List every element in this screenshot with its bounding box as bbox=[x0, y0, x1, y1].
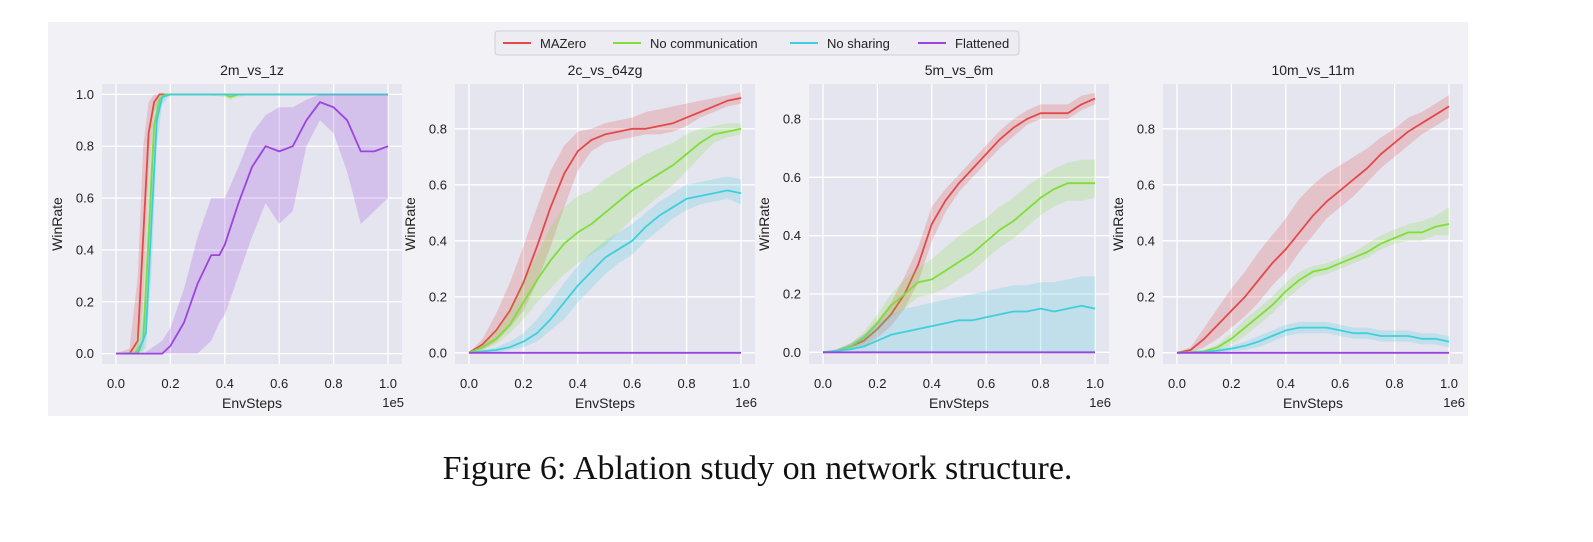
y-tick-label: 1.0 bbox=[76, 87, 94, 102]
x-tick-label: 1.0 bbox=[1086, 376, 1104, 391]
x-tick-label: 1.0 bbox=[379, 376, 397, 391]
x-tick-label: 0.4 bbox=[569, 376, 587, 391]
y-tick-label: 0.2 bbox=[1137, 289, 1155, 304]
y-tick-label: 0.4 bbox=[1137, 233, 1155, 248]
x-tick-label: 0.8 bbox=[1032, 376, 1050, 391]
legend-box bbox=[494, 30, 1020, 56]
y-tick-label: 0.4 bbox=[429, 233, 447, 248]
series-line bbox=[468, 97, 742, 354]
chart-panel-1: 0.0 0.2 0.4 0.6 0.8 1.0 0.0 0.2 0.4 0.6 0.8 1.0 2m_v… bbox=[49, 62, 404, 411]
series-line bbox=[116, 93, 388, 355]
y-tick-label: 0.6 bbox=[1137, 177, 1155, 192]
y-tick-label: 0.4 bbox=[783, 228, 801, 243]
series-line bbox=[1176, 326, 1450, 354]
chart-panel-2: 0.0 0.2 0.4 0.6 0.8 1.0 0.0 0.2 0.4 0.6 0.8 2c_vs_6… bbox=[402, 62, 757, 411]
x-tick-label: 0.0 bbox=[814, 376, 832, 391]
confidence-band bbox=[116, 94, 388, 354]
x-tick-label: 0.8 bbox=[1386, 376, 1404, 391]
confidence-band bbox=[823, 159, 1095, 353]
y-tick-label: 0.0 bbox=[783, 345, 801, 360]
x-tick-label: 0.4 bbox=[923, 376, 941, 391]
x-tick-label: 0.8 bbox=[325, 376, 343, 391]
confidence-band bbox=[823, 276, 1095, 353]
series-line bbox=[1176, 223, 1450, 354]
x-tick-label: 0.4 bbox=[1277, 376, 1295, 391]
x-axis-label: EnvSteps bbox=[222, 395, 282, 411]
x-tick-label: 0.0 bbox=[1168, 376, 1186, 391]
y-axis-label: WinRate bbox=[402, 197, 418, 251]
chart-title: 5m_vs_6m bbox=[925, 62, 993, 78]
y-tick-label: 0.2 bbox=[429, 289, 447, 304]
series-line bbox=[468, 127, 742, 354]
x-tick-label: 0.6 bbox=[977, 376, 995, 391]
y-tick-label: 0.2 bbox=[76, 294, 94, 309]
legend-label: No communication bbox=[650, 36, 758, 51]
y-tick-label: 0.8 bbox=[783, 112, 801, 127]
legend-label: MAZero bbox=[540, 36, 586, 51]
series-line bbox=[822, 182, 1095, 354]
x-tick-label: 1.0 bbox=[1440, 376, 1458, 391]
series-line bbox=[822, 304, 1096, 354]
series-line bbox=[1176, 105, 1450, 354]
figure-background: 0.0 0.2 0.4 0.6 0.8 1.0 0.0 0.2 0.4 0.6 0.8 1.0 2m_v… bbox=[48, 22, 1468, 416]
x-tick-label: 0.6 bbox=[623, 376, 641, 391]
y-tick-label: 0.8 bbox=[1137, 121, 1155, 136]
chart-panel-4: 0.0 0.2 0.4 0.6 0.8 1.0 0.0 0.2 0.4 0.6 0.8 10m_vs_… bbox=[1110, 62, 1465, 411]
x-axis-label: EnvSteps bbox=[1283, 395, 1343, 411]
figure-svg: 0.0 0.2 0.4 0.6 0.8 1.0 0.0 0.2 0.4 0.6 0.8 1.0 2m_v… bbox=[49, 30, 1465, 411]
x-tick-label: 0.6 bbox=[1331, 376, 1349, 391]
chart-title: 2m_vs_1z bbox=[220, 62, 284, 78]
x-offset-label: 1e6 bbox=[1443, 395, 1465, 410]
y-axis-label: WinRate bbox=[49, 197, 65, 251]
series-line bbox=[822, 97, 1096, 354]
x-tick-label: 0.6 bbox=[270, 376, 288, 391]
series-line bbox=[116, 101, 389, 355]
y-tick-label: 0.8 bbox=[76, 139, 94, 154]
confidence-band bbox=[1177, 95, 1449, 353]
x-tick-label: 0.2 bbox=[1222, 376, 1240, 391]
series-line bbox=[468, 189, 742, 354]
y-tick-label: 0.6 bbox=[783, 170, 801, 185]
x-tick-label: 0.0 bbox=[460, 376, 478, 391]
y-axis-label: WinRate bbox=[1110, 197, 1126, 251]
x-offset-label: 1e6 bbox=[1089, 395, 1111, 410]
confidence-band bbox=[116, 94, 388, 354]
y-tick-label: 0.2 bbox=[783, 287, 801, 302]
x-tick-label: 0.2 bbox=[868, 376, 886, 391]
x-axis-label: EnvSteps bbox=[929, 395, 989, 411]
y-tick-label: 0.6 bbox=[429, 177, 447, 192]
y-tick-label: 0.0 bbox=[1137, 345, 1155, 360]
y-tick-label: 0.8 bbox=[429, 121, 447, 136]
y-tick-label: 0.0 bbox=[76, 346, 94, 361]
x-axis-label: EnvSteps bbox=[575, 395, 635, 411]
y-tick-label: 0.6 bbox=[76, 191, 94, 206]
chart-title: 2c_vs_64zg bbox=[568, 62, 643, 78]
confidence-band bbox=[469, 123, 741, 353]
x-tick-label: 0.2 bbox=[161, 376, 179, 391]
x-tick-label: 0.2 bbox=[514, 376, 532, 391]
x-tick-label: 0.0 bbox=[107, 376, 125, 391]
x-offset-label: 1e5 bbox=[382, 395, 404, 410]
figure-caption: Figure 6: Ablation study on network stru… bbox=[442, 450, 1073, 487]
x-offset-label: 1e6 bbox=[735, 395, 757, 410]
plot-area bbox=[809, 84, 1109, 364]
plot-area bbox=[1163, 84, 1463, 364]
x-tick-label: 0.8 bbox=[678, 376, 696, 391]
confidence-band bbox=[469, 92, 741, 353]
confidence-band bbox=[469, 176, 741, 353]
y-tick-label: 0.4 bbox=[76, 242, 94, 257]
legend-label: Flattened bbox=[955, 36, 1009, 51]
y-axis-label: WinRate bbox=[756, 197, 772, 251]
y-tick-label: 0.0 bbox=[429, 345, 447, 360]
legend: MAZero No communication No sharing Flattene… bbox=[494, 30, 1020, 56]
legend-label: No sharing bbox=[827, 36, 890, 51]
chart-panel-3: 0.0 0.2 0.4 0.6 0.8 1.0 0.0 0.2 0.4 0.6 0.8 5m_vs_6… bbox=[756, 62, 1111, 411]
x-tick-label: 1.0 bbox=[732, 376, 750, 391]
x-tick-label: 0.4 bbox=[216, 376, 234, 391]
confidence-band bbox=[823, 92, 1095, 353]
chart-title: 10m_vs_11m bbox=[1271, 62, 1354, 78]
